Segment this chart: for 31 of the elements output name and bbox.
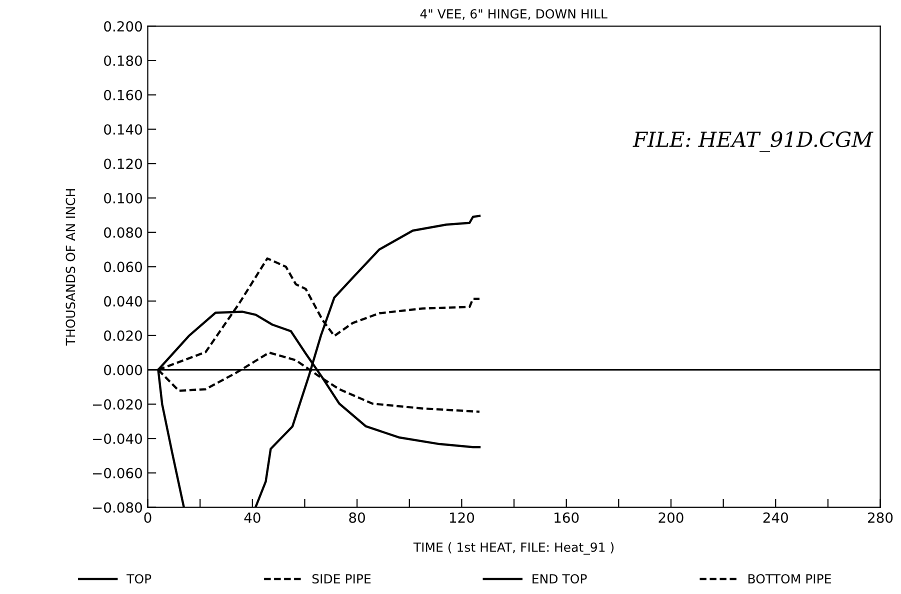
chart-title: 4" VEE, 6" HINGE, DOWN HILL bbox=[420, 9, 608, 20]
y-tick-label: −0.040 bbox=[92, 434, 142, 444]
x-tick-label: 240 bbox=[763, 512, 788, 523]
y-tick-label: 0.200 bbox=[104, 21, 142, 32]
x-tick-label: 120 bbox=[450, 512, 474, 523]
y-tick-label: −0.060 bbox=[92, 468, 142, 478]
x-axis-title: TIME ( 1st HEAT, FILE: Heat_91 ) bbox=[413, 542, 614, 555]
y-tick-label: 0.120 bbox=[104, 158, 142, 170]
legend-label: END TOP bbox=[532, 574, 587, 584]
y-tick-label: 0.020 bbox=[104, 330, 142, 341]
y-tick-label: 0.080 bbox=[104, 227, 142, 238]
legend-label: TOP bbox=[126, 574, 152, 584]
legend-label: SIDE PIPE bbox=[312, 574, 371, 584]
y-tick-label: 0.140 bbox=[104, 124, 142, 135]
y-tick-label: −0.020 bbox=[92, 399, 142, 410]
x-tick-label: 80 bbox=[349, 512, 365, 523]
y-tick-label: 0.180 bbox=[104, 55, 142, 66]
legend-label: BOTTOM PIPE bbox=[748, 574, 831, 584]
x-tick-label: 200 bbox=[658, 512, 684, 523]
x-tick-label: 160 bbox=[554, 512, 579, 523]
x-tick-label: 280 bbox=[868, 512, 893, 523]
y-axis-title: THOUSANDS OF AN INCH bbox=[66, 189, 76, 346]
y-tick-label: 0.100 bbox=[104, 192, 142, 204]
annotation: FILE: HEAT_91D.CGM bbox=[632, 131, 874, 152]
y-tick-label: 0.060 bbox=[104, 262, 142, 272]
y-tick-label: −0.080 bbox=[92, 502, 142, 513]
y-tick-label: 0.000 bbox=[104, 364, 142, 376]
y-tick-label: 0.160 bbox=[104, 90, 142, 100]
x-tick-label: 40 bbox=[244, 512, 260, 523]
x-tick-label: 0 bbox=[144, 512, 152, 523]
y-tick-label: 0.040 bbox=[104, 296, 142, 307]
